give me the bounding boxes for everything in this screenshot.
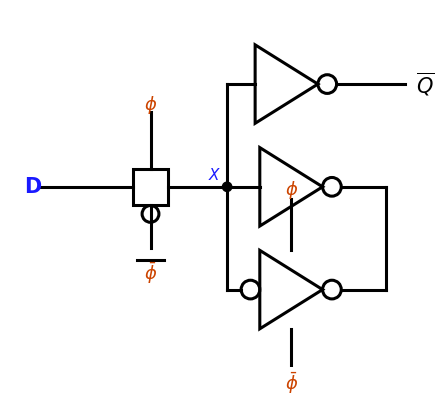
Text: $\bar{\phi}$: $\bar{\phi}$ <box>144 260 157 286</box>
Text: $\overline{Q}$: $\overline{Q}$ <box>416 70 434 98</box>
Text: $\phi$: $\phi$ <box>144 94 157 116</box>
Text: $\bar{\phi}$: $\bar{\phi}$ <box>284 370 298 393</box>
Text: $\phi$: $\phi$ <box>284 179 298 200</box>
Text: D: D <box>24 177 42 197</box>
Circle shape <box>223 182 232 191</box>
Text: X: X <box>209 168 219 183</box>
Bar <box>133 169 168 205</box>
